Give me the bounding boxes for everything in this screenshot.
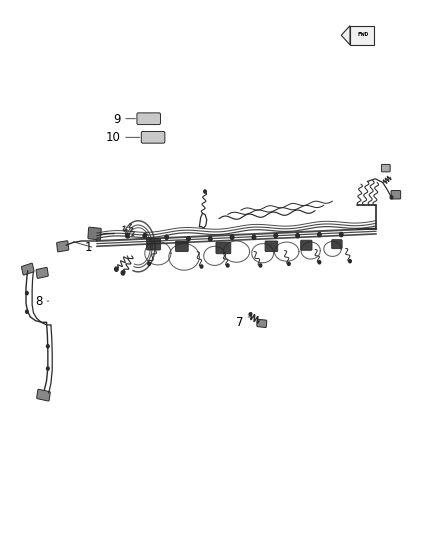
FancyBboxPatch shape [350,26,374,45]
Circle shape [288,262,290,265]
FancyBboxPatch shape [300,240,312,251]
FancyBboxPatch shape [37,389,50,401]
Circle shape [148,262,150,265]
Circle shape [204,190,206,193]
Circle shape [318,232,321,237]
FancyBboxPatch shape [216,242,231,254]
Circle shape [318,261,321,264]
Text: 1: 1 [85,241,92,254]
Text: 8: 8 [35,295,42,308]
Circle shape [208,237,212,241]
FancyBboxPatch shape [21,263,34,275]
Circle shape [126,233,129,238]
Circle shape [25,292,28,295]
Circle shape [165,235,168,239]
Circle shape [226,264,229,267]
FancyBboxPatch shape [257,319,267,327]
Circle shape [25,310,28,313]
Circle shape [252,235,256,239]
Circle shape [143,233,147,238]
Circle shape [230,235,234,239]
FancyBboxPatch shape [265,241,278,252]
Polygon shape [341,26,350,45]
Circle shape [187,237,190,241]
Circle shape [339,232,343,237]
Text: 10: 10 [106,131,121,144]
FancyBboxPatch shape [147,238,160,250]
Circle shape [249,313,252,316]
Text: 9: 9 [113,113,121,126]
Circle shape [46,367,49,370]
FancyBboxPatch shape [88,227,101,240]
Text: 7: 7 [236,316,243,329]
Circle shape [349,260,351,263]
FancyBboxPatch shape [137,113,160,125]
FancyBboxPatch shape [381,165,390,172]
Circle shape [121,271,125,275]
FancyBboxPatch shape [57,241,69,252]
Text: FWD: FWD [357,31,369,37]
FancyBboxPatch shape [36,268,48,278]
FancyBboxPatch shape [391,190,401,199]
Circle shape [259,264,262,267]
Circle shape [296,233,299,238]
Circle shape [200,265,203,268]
Circle shape [390,196,393,199]
FancyBboxPatch shape [141,132,165,143]
Circle shape [115,267,118,271]
FancyBboxPatch shape [332,240,342,249]
Circle shape [46,345,49,348]
FancyBboxPatch shape [176,241,188,252]
Circle shape [274,233,278,238]
